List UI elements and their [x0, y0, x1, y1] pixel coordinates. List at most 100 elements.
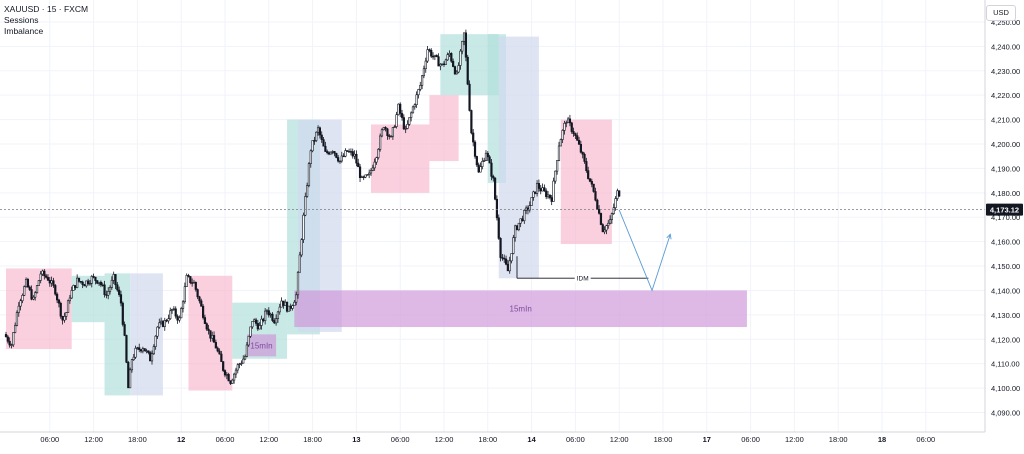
- candle-body: [565, 122, 568, 124]
- candle-body: [477, 164, 480, 173]
- candle-body: [353, 153, 356, 157]
- candle-body: [431, 55, 435, 58]
- candle-body: [262, 318, 265, 321]
- candle-body: [105, 294, 108, 296]
- candle-body: [435, 54, 438, 57]
- candle-body: [187, 275, 190, 277]
- candle-body: [108, 287, 112, 292]
- candle-body: [107, 291, 110, 296]
- candle-body: [99, 281, 102, 286]
- candle-body: [344, 150, 347, 157]
- candle-body: [461, 40, 464, 52]
- chart-annotations: 4,173.12 IDM: [0, 203, 1023, 292]
- candle-body: [200, 300, 203, 307]
- currency-button[interactable]: USD: [986, 5, 1016, 21]
- candle-body: [587, 170, 590, 179]
- y-tick-label: 4,230.00: [991, 67, 1020, 76]
- candle-body: [457, 65, 460, 73]
- candle-body: [411, 106, 415, 114]
- candle-body: [258, 325, 261, 330]
- y-tick-label: 4,240.00: [991, 42, 1020, 51]
- candle-body: [415, 94, 418, 106]
- candle-body: [302, 214, 305, 240]
- candle-body: [163, 320, 166, 327]
- x-tick-label: 13: [352, 435, 360, 444]
- candle-body: [46, 277, 50, 281]
- x-tick-label: 18: [878, 435, 886, 444]
- price-axis[interactable]: 4,090.00 4,100.00 4,110.00 4,120.00 4,130.00…: [984, 0, 1020, 432]
- time-axis[interactable]: 06:00 12:00 18:00 12 06:00 12:00 18:00 13 06:00 1…: [0, 431, 985, 444]
- candle-body: [535, 183, 539, 194]
- candle-body: [545, 190, 548, 198]
- candle-body: [384, 127, 387, 130]
- candle-body: [48, 279, 51, 284]
- candle-body: [160, 320, 163, 324]
- candle-body: [437, 56, 440, 67]
- candle-body: [484, 152, 488, 161]
- candle-body: [430, 49, 433, 57]
- candle-body: [139, 349, 143, 352]
- candle-body: [397, 103, 400, 116]
- indicator-imbalance[interactable]: Imbalance: [4, 26, 44, 36]
- candle-body: [400, 113, 404, 118]
- candle-body: [34, 292, 37, 298]
- candle-body: [88, 282, 92, 285]
- candle-body: [45, 275, 48, 278]
- x-tick-label: 14: [527, 435, 536, 444]
- indicator-sessions[interactable]: Sessions: [4, 15, 39, 25]
- candle-body: [499, 238, 502, 258]
- candle-body: [141, 348, 144, 352]
- candle-body: [389, 135, 393, 138]
- candle-body: [211, 335, 214, 339]
- candle-body: [537, 183, 540, 189]
- candle-body: [410, 112, 413, 118]
- x-tick-label: 18:00: [478, 435, 497, 444]
- candle-body: [43, 270, 46, 277]
- symbol-title[interactable]: XAUUSD · 15 · FXCM: [4, 4, 89, 14]
- candle-body: [406, 124, 409, 129]
- candle-body: [14, 325, 17, 333]
- x-tick-label: 06:00: [40, 435, 59, 444]
- candle-body: [608, 219, 612, 224]
- candle-body: [391, 127, 395, 137]
- candle-body: [399, 103, 402, 114]
- x-tick-label: 12:00: [259, 435, 278, 444]
- candle-body: [79, 281, 82, 283]
- candle-body: [556, 160, 559, 172]
- candle-body: [154, 335, 157, 347]
- candle-body: [260, 318, 263, 326]
- candle-body: [490, 162, 493, 177]
- candle-body: [309, 150, 312, 164]
- candle-body: [351, 151, 354, 157]
- projection-path: [618, 209, 671, 292]
- candle-body: [614, 198, 617, 209]
- candle-body: [19, 300, 22, 307]
- candle-body: [588, 178, 592, 182]
- candle-body: [191, 282, 194, 284]
- candle-body: [94, 276, 97, 281]
- candle-body: [112, 274, 115, 281]
- candle-body: [552, 180, 555, 202]
- candle-body: [322, 139, 325, 147]
- candle-body: [324, 145, 327, 152]
- candle-body: [590, 181, 593, 185]
- candle-body: [178, 317, 181, 321]
- candle-body: [404, 128, 407, 130]
- candle-body: [576, 135, 579, 141]
- candle-body: [165, 320, 168, 322]
- candle-body: [585, 161, 588, 171]
- imbalance-zones: 15mIn 15mIn: [246, 290, 747, 357]
- candle-body: [4, 334, 8, 338]
- candle-body: [563, 122, 566, 131]
- candle-body: [369, 170, 373, 174]
- candle-body: [550, 197, 553, 202]
- candle-body: [566, 118, 570, 123]
- candlestick-series: [4, 29, 621, 389]
- x-tick-label: 18:00: [303, 435, 322, 444]
- candle-body: [110, 279, 113, 288]
- candle-body: [254, 319, 258, 324]
- candle-body: [298, 254, 301, 273]
- candle-body: [273, 320, 276, 324]
